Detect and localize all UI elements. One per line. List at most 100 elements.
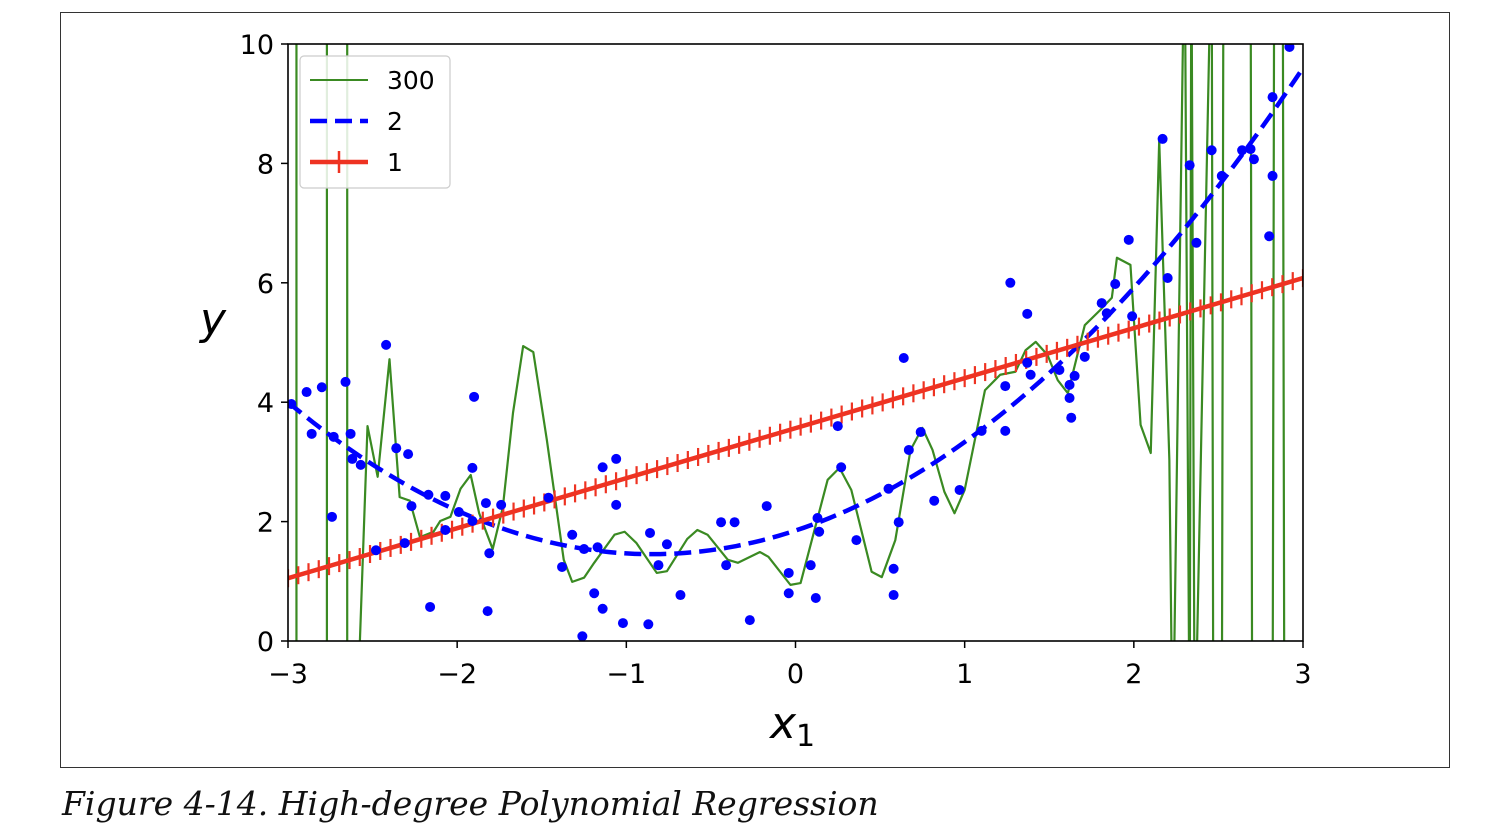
x-axis-label: x1 [768,698,815,754]
data-point [1101,308,1112,319]
data-point [1267,92,1278,103]
y-tick-label: 10 [240,30,274,61]
data-point [812,513,823,524]
data-point [467,516,478,527]
data-point [345,428,356,439]
data-point [1267,170,1278,181]
legend: 300 2 1 [299,55,451,189]
data-point [721,560,732,571]
data-point [675,590,686,601]
data-point [381,339,392,350]
data-point [579,544,590,555]
data-point [1264,231,1275,242]
data-point [425,601,436,612]
x-tick-label: 0 [787,659,804,690]
data-point [440,524,451,535]
data-point [1245,144,1256,155]
data-point [915,427,926,438]
data-point [1054,364,1065,375]
plot-area [288,44,1303,641]
data-point [653,560,664,571]
y-axis-label: y [198,294,227,345]
figure-frame [60,12,1450,768]
data-point [643,619,654,630]
data-point [1022,357,1033,368]
data-point [592,542,603,553]
x-tick-label: −2 [437,659,477,690]
data-point [1206,145,1217,156]
data-point [567,529,578,540]
y-tick-label: 2 [257,508,274,539]
data-point [617,618,628,629]
data-point [1064,393,1075,404]
data-point [1184,160,1195,171]
data-point [370,545,381,556]
data-point [929,495,940,506]
figure-caption: Figure 4-14. High-degree Polynomial Regr… [62,784,879,823]
data-point [340,376,351,387]
data-point [288,398,297,409]
data-point [836,462,847,473]
x-tick-label: 1 [956,659,973,690]
data-point [810,593,821,604]
data-point [440,490,451,501]
data-point [716,517,727,528]
data-point [316,382,327,393]
legend-label-2: 2 [387,107,403,136]
data-point [1248,154,1259,165]
data-point [467,462,478,473]
data-point [851,535,862,546]
data-point [482,606,493,617]
data-point [611,499,622,510]
series-1-line [288,275,1303,581]
data-point [301,387,312,398]
y-tick-label: 6 [257,269,274,300]
data-point [1110,278,1121,289]
data-point [1025,369,1036,380]
data-point [729,517,740,528]
series-300-line [295,44,1286,641]
data-point [496,499,507,510]
data-point [898,353,909,364]
x-tick-label: −3 [268,659,308,690]
data-point [406,501,417,512]
data-point [484,548,495,559]
y-tick-label: 4 [257,388,274,419]
data-point [888,590,899,601]
data-point [326,511,337,522]
data-point [805,560,816,571]
data-point [661,539,672,550]
data-point [1284,44,1295,52]
data-point [744,615,755,626]
data-point [1069,370,1080,381]
data-point [1000,381,1011,392]
data-point [611,453,622,464]
data-point [976,425,987,436]
data-point [557,561,568,572]
data-point [883,483,894,494]
legend-label-1: 1 [387,148,403,177]
data-point [1096,298,1107,309]
data-point [1064,379,1075,390]
data-point [814,526,825,537]
data-point [1005,277,1016,288]
data-point [597,462,608,473]
x-tick-label: 3 [1294,659,1311,690]
data-point [1162,273,1173,284]
data-point [832,421,843,432]
data-point [403,449,414,460]
data-point [893,517,904,528]
x-axis: −3 −2 −1 0 1 2 3 [268,641,1312,690]
data-point [589,588,600,599]
data-point [355,459,366,470]
data-point [888,563,899,574]
legend-label-300: 300 [387,66,435,95]
data-point [577,631,588,641]
data-point [783,588,794,599]
data-point [328,431,339,442]
data-point [453,507,464,518]
data-point [1123,234,1134,245]
data-point [761,501,772,512]
data-point [597,603,608,614]
